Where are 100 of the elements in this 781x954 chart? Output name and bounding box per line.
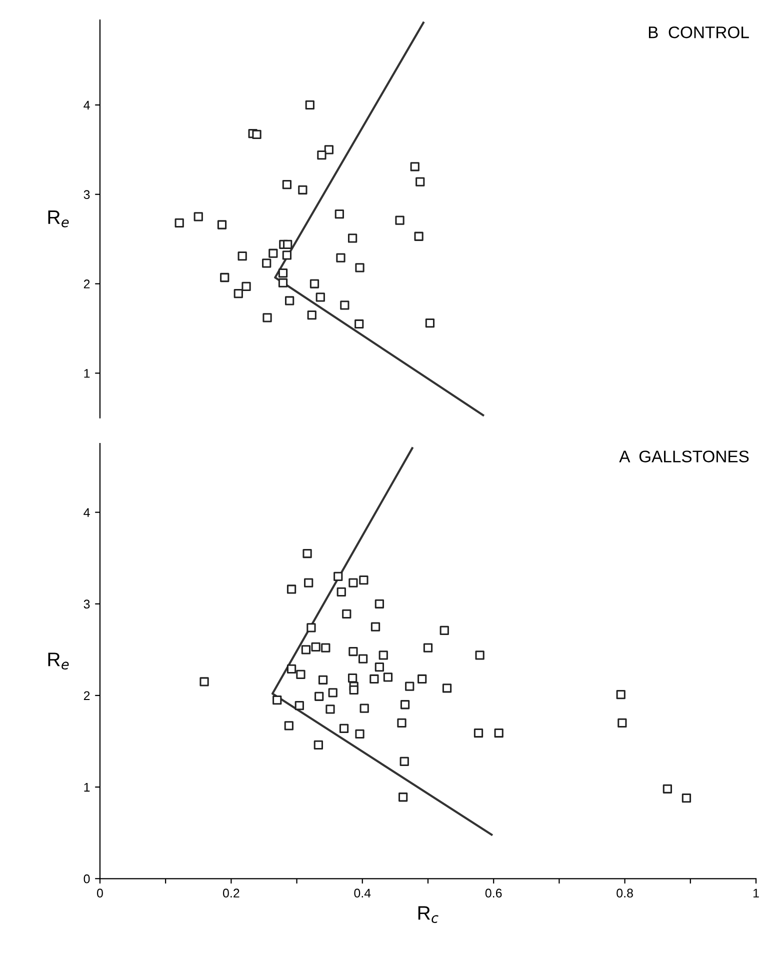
point: [410, 162, 420, 172]
chart-title: B CONTROL: [648, 26, 749, 38]
point: [286, 664, 296, 674]
point: [284, 296, 294, 306]
point: [355, 263, 364, 272]
y-tick-label: 2: [84, 691, 90, 700]
point: [262, 313, 272, 322]
point: [278, 278, 288, 288]
point: [234, 289, 243, 298]
point: [336, 253, 346, 262]
point: [282, 250, 292, 260]
point: [262, 258, 272, 268]
point: [348, 673, 358, 683]
y-tick-label: 4: [84, 508, 90, 517]
point: [174, 218, 184, 228]
point: [440, 626, 449, 636]
point: [662, 784, 672, 794]
point: [425, 318, 435, 328]
point: [494, 728, 504, 738]
point: [283, 240, 292, 249]
point: [418, 674, 427, 684]
point: [294, 700, 304, 710]
point: [286, 584, 296, 594]
point: [278, 268, 288, 278]
point: [334, 209, 344, 219]
point: [370, 622, 380, 632]
point: [414, 232, 424, 241]
point: [284, 721, 294, 730]
point: [314, 740, 323, 750]
point: [616, 690, 626, 700]
y-tick-label: 1: [84, 369, 90, 378]
point: [200, 677, 209, 686]
point: [304, 578, 314, 588]
point: [311, 642, 320, 652]
point: [423, 643, 433, 652]
point: [305, 100, 314, 110]
chart-title: A GALLSTONES: [619, 450, 749, 462]
y-axis-title: R$_{e}$: [48, 210, 69, 228]
point: [355, 729, 364, 738]
point: [298, 185, 308, 194]
point: [342, 609, 352, 619]
point: [400, 756, 409, 766]
point: [397, 718, 406, 728]
point: [328, 688, 338, 698]
point: [296, 670, 306, 679]
y-tick-label: 1: [84, 782, 90, 792]
point: [321, 643, 330, 652]
point: [398, 792, 408, 802]
point: [442, 684, 452, 693]
point: [354, 319, 364, 329]
point: [360, 704, 369, 713]
x-tick-label: 0.6: [485, 888, 502, 898]
point: [306, 623, 316, 632]
point: [272, 695, 282, 705]
point: [252, 130, 262, 140]
point: [374, 599, 384, 608]
point: [302, 548, 312, 558]
point: [194, 212, 203, 222]
point: [349, 685, 358, 695]
x-tick-label: 0.4: [354, 888, 371, 898]
point: [317, 150, 326, 160]
x-tick-label: 0.2: [222, 888, 240, 898]
point: [682, 793, 692, 803]
point: [378, 650, 388, 660]
point: [301, 645, 311, 654]
point: [314, 692, 324, 701]
point: [475, 650, 484, 660]
point: [370, 674, 379, 684]
point: [336, 587, 346, 597]
point: [348, 578, 358, 588]
point: [307, 310, 316, 320]
point: [316, 292, 325, 302]
y-tick-label: 2: [84, 280, 90, 288]
y-tick-label: 0: [84, 874, 90, 884]
point: [268, 248, 278, 258]
point: [383, 672, 393, 682]
point: [217, 220, 227, 230]
point: [242, 282, 251, 292]
point: [395, 216, 404, 225]
y-axis-title: R$_{e}$: [48, 652, 69, 670]
point: [359, 576, 368, 585]
point: [339, 724, 349, 734]
point: [340, 300, 350, 310]
point: [348, 646, 358, 656]
point: [334, 572, 343, 581]
point: [416, 177, 425, 186]
point: [324, 145, 334, 154]
point: [310, 279, 320, 288]
point: [358, 654, 368, 664]
x-tick-label: 0: [96, 888, 103, 898]
point: [326, 704, 335, 714]
y-tick-label: 4: [84, 100, 90, 110]
point: [374, 662, 384, 672]
x-tick-label: 0.8: [616, 888, 633, 898]
point: [405, 682, 414, 691]
point: [618, 718, 627, 728]
point: [220, 272, 230, 282]
point: [348, 234, 358, 243]
point: [282, 180, 292, 190]
y-tick-label: 3: [84, 600, 90, 609]
